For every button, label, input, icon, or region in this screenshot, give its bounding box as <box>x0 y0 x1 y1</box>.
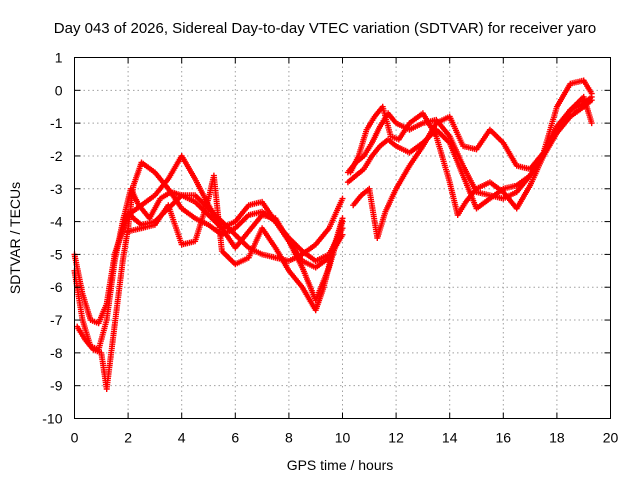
x-tick-label: 14 <box>442 430 458 446</box>
data-point-markers <box>74 159 346 392</box>
y-tick-label: -6 <box>50 279 63 295</box>
x-tick-labels: 0 2 4 6 8 10 12 14 16 18 20 <box>71 430 619 446</box>
y-tick-label: -5 <box>50 246 63 262</box>
y-tick-label: -8 <box>50 345 63 361</box>
series-trace-5 <box>125 172 346 314</box>
y-tick-label: 1 <box>55 50 63 66</box>
y-tick-label: -9 <box>50 378 63 394</box>
x-tick-label: 10 <box>335 430 351 446</box>
series-trace-3 <box>74 159 346 392</box>
axis-ticks <box>74 57 611 419</box>
y-tick-label: -7 <box>50 312 63 328</box>
y-tick-label: -10 <box>42 411 62 427</box>
x-tick-label: 6 <box>231 430 239 446</box>
y-tick-label: -4 <box>50 214 63 230</box>
y-tick-label: -2 <box>50 148 63 164</box>
data-marks <box>71 77 595 392</box>
x-axis-label: GPS time / hours <box>287 457 394 473</box>
y-tick-label: -3 <box>50 181 63 197</box>
x-tick-label: 18 <box>549 430 565 446</box>
series-trace-9 <box>347 93 595 218</box>
x-tick-label: 2 <box>124 430 132 446</box>
x-tick-label: 8 <box>285 430 293 446</box>
data-point-markers <box>125 172 346 314</box>
x-tick-label: 20 <box>603 430 619 446</box>
y-tick-labels: 1 0 -1 -2 -3 -4 -5 -6 -7 -8 -9 -10 <box>42 50 62 427</box>
y-axis-label: SDTVAR / TECUs <box>7 182 23 294</box>
x-tick-label: 4 <box>178 430 186 446</box>
data-point-markers <box>347 93 595 218</box>
x-tick-label: 12 <box>388 430 404 446</box>
y-tick-label: 0 <box>55 82 63 98</box>
x-tick-label: 0 <box>71 430 79 446</box>
y-tick-label: -1 <box>50 115 63 131</box>
x-tick-label: 16 <box>496 430 512 446</box>
chart-title: Day 043 of 2026, Sidereal Day-to-day VTE… <box>54 20 596 37</box>
